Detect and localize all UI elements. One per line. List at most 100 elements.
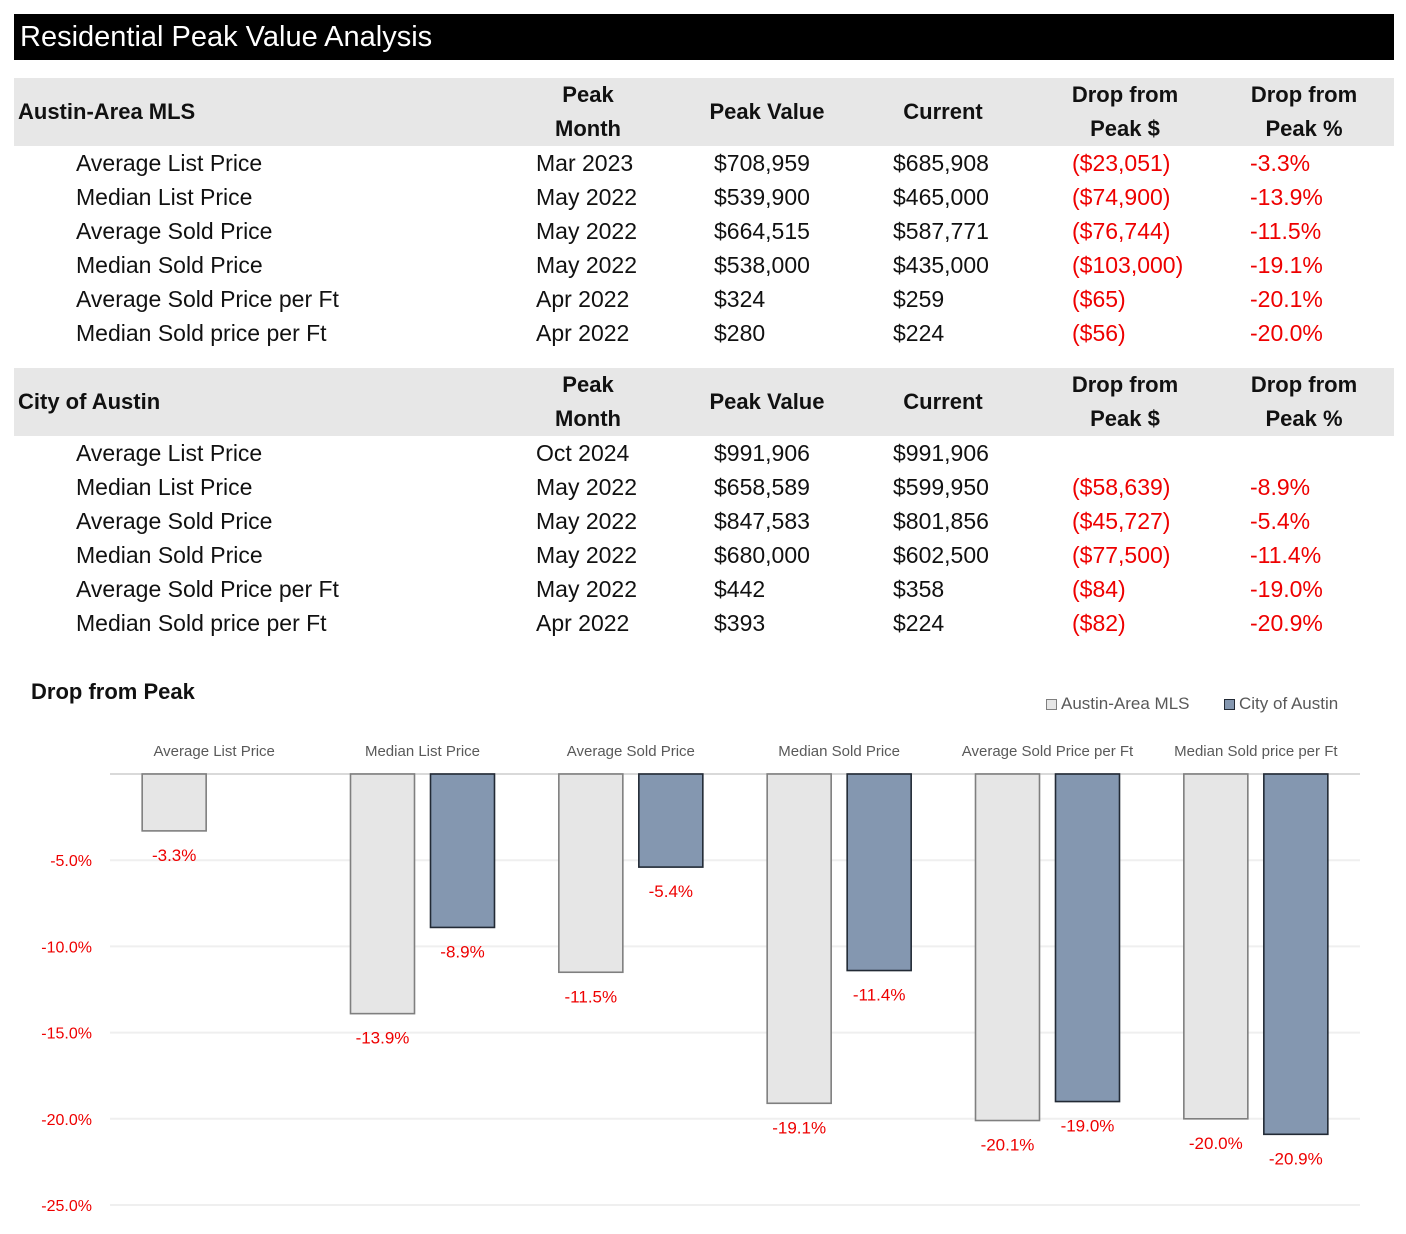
column-header-line: Peak $	[1090, 116, 1160, 141]
cell-current: $685,908	[893, 150, 989, 176]
legend-item-city: City of Austin	[1224, 694, 1338, 714]
cell-peak-month: Apr 2022	[536, 610, 630, 636]
table-row: Median Sold price per Ft Apr 2022 $280 $224…	[14, 316, 1394, 350]
cell-current: $465,000	[893, 184, 989, 210]
chart-title: Drop from Peak	[31, 679, 195, 704]
cell-peak-value: $324	[714, 286, 766, 312]
data-label-mls: -3.3%	[152, 846, 196, 865]
cell-drop-dollar: ($84)	[1072, 576, 1126, 602]
y-tick-label: -20.0%	[41, 1112, 92, 1129]
column-header-line: Month	[555, 116, 621, 141]
column-header-line: Current	[903, 99, 983, 124]
cell-drop-dollar: ($45,727)	[1072, 508, 1171, 534]
legend-swatch-city	[1224, 698, 1235, 710]
table-row: Median List Price May 2022 $539,900 $465,00…	[14, 180, 1394, 214]
cell-drop-dollar: ($74,900)	[1072, 184, 1171, 210]
y-tick-label: -5.0%	[50, 853, 92, 870]
page-title: Residential Peak Value Analysis	[14, 14, 1394, 60]
data-label-mls: -20.0%	[1189, 1134, 1243, 1153]
cell-drop-pct: -3.3%	[1250, 150, 1311, 176]
category-label: Median Sold Price	[778, 743, 900, 760]
cell-peak-month: May 2022	[536, 474, 638, 500]
bar-mls	[349, 773, 416, 1015]
cell-drop-pct: -19.0%	[1250, 576, 1323, 602]
data-label-mls: -19.1%	[772, 1118, 826, 1137]
bar-mls	[766, 773, 832, 1105]
cell-peak-month: Apr 2022	[536, 286, 630, 312]
column-header-line: Current	[903, 389, 983, 414]
cell-drop-pct: -19.1%	[1250, 252, 1323, 278]
cell-metric: Median Sold Price	[76, 252, 263, 278]
cell-drop-dollar: ($58,639)	[1072, 474, 1171, 500]
cell-current: $224	[893, 610, 945, 636]
data-label-city: -8.9%	[440, 942, 484, 961]
table-section: City of Austin Peak Month Peak Value Current…	[14, 368, 1394, 640]
category-label: Average List Price	[153, 743, 274, 760]
data-label-city: -5.4%	[649, 882, 693, 901]
column-header-line: Peak	[562, 372, 614, 397]
table-section: Austin-Area MLS Peak Month Peak Value Curren…	[14, 78, 1394, 350]
cell-peak-month: May 2022	[536, 508, 638, 534]
bar-city	[1263, 773, 1329, 1136]
legend-label-mls: Austin-Area MLS	[1061, 694, 1190, 713]
column-header-current: Current	[853, 368, 1033, 436]
bar-city	[429, 773, 496, 929]
cell-current: $435,000	[893, 252, 989, 278]
cell-metric: Median Sold price per Ft	[76, 320, 327, 346]
column-header-line: Drop from	[1250, 372, 1358, 397]
cell-drop-pct: -20.9%	[1250, 610, 1323, 636]
column-header-peak-value: Peak Value	[677, 368, 857, 436]
category-label: Median Sold price per Ft	[1174, 743, 1338, 760]
data-label-mls: -11.5%	[565, 987, 618, 1006]
column-header-drop-dollar: Drop from Peak $	[1035, 78, 1215, 146]
column-header-line: Drop from	[1071, 82, 1179, 107]
cell-drop-pct: -13.9%	[1250, 184, 1323, 210]
table-header: City of Austin Peak Month Peak Value Current…	[14, 368, 1394, 436]
table-header: Austin-Area MLS Peak Month Peak Value Curren…	[14, 78, 1394, 146]
y-tick-label: -15.0%	[41, 1026, 92, 1043]
cell-current: $602,500	[893, 542, 989, 568]
y-tick-label: -25.0%	[41, 1198, 92, 1215]
cell-drop-pct: -5.4%	[1250, 508, 1311, 534]
cell-metric: Average Sold Price	[76, 508, 273, 534]
cell-metric: Average Sold Price per Ft	[76, 576, 339, 602]
cell-drop-dollar: ($77,500)	[1072, 542, 1171, 568]
cell-current: $801,856	[893, 508, 989, 534]
column-header-line: Month	[555, 406, 621, 431]
data-label-mls: -13.9%	[356, 1029, 410, 1048]
table-row: Median List Price May 2022 $658,589 $599,95…	[14, 470, 1394, 504]
cell-metric: Average Sold Price per Ft	[76, 286, 339, 312]
cell-drop-pct: -20.1%	[1250, 286, 1323, 312]
cell-metric: Median List Price	[76, 474, 253, 500]
bar-city	[638, 773, 704, 868]
cell-peak-value: $539,900	[714, 184, 810, 210]
region-heading: Austin-Area MLS	[18, 99, 196, 124]
category-label: Median List Price	[365, 743, 480, 760]
category-label: Average Sold Price	[567, 743, 695, 760]
cell-drop-dollar: ($103,000)	[1072, 252, 1184, 278]
cell-peak-month: Mar 2023	[536, 150, 634, 176]
table-row: Average Sold Price per Ft May 2022 $442 $35…	[14, 572, 1394, 606]
cell-current: $991,906	[893, 440, 989, 466]
data-label-city: -11.4%	[853, 986, 906, 1005]
cell-drop-pct: -8.9%	[1250, 474, 1311, 500]
cell-drop-dollar: ($23,051)	[1072, 150, 1171, 176]
cell-drop-dollar: ($76,744)	[1072, 218, 1171, 244]
cell-peak-month: Apr 2022	[536, 320, 630, 346]
cell-peak-value: $280	[714, 320, 766, 346]
cell-peak-value: $393	[714, 610, 766, 636]
cell-drop-dollar: ($65)	[1072, 286, 1126, 312]
cell-drop-pct: -11.5%	[1250, 218, 1322, 244]
cell-current: $224	[893, 320, 945, 346]
cell-current: $587,771	[893, 218, 989, 244]
data-label-city: -19.0%	[1061, 1117, 1115, 1136]
table-row: Median Sold price per Ft Apr 2022 $393 $224…	[14, 606, 1394, 640]
column-header-peak-month: Peak Month	[498, 78, 678, 146]
cell-drop-dollar: ($56)	[1072, 320, 1126, 346]
table-row: Average Sold Price per Ft Apr 2022 $324 $25…	[14, 282, 1394, 316]
bar-city	[846, 773, 912, 972]
legend-item-mls: Austin-Area MLS	[1046, 694, 1190, 714]
region-heading: City of Austin	[18, 389, 161, 414]
bar-mls	[1183, 773, 1249, 1120]
column-header-current: Current	[853, 78, 1033, 146]
